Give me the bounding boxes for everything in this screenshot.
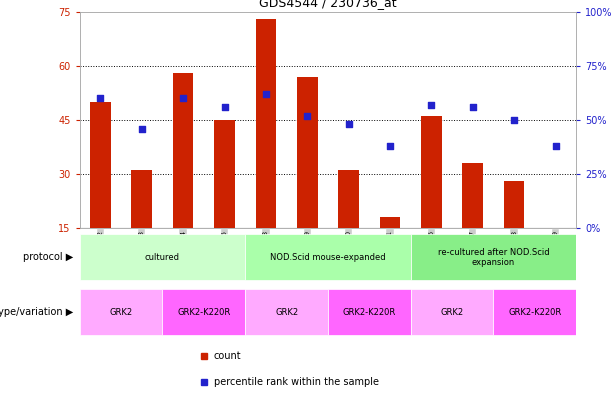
Text: cultured: cultured	[145, 253, 180, 262]
Text: GSM1049711: GSM1049711	[387, 230, 393, 277]
Point	[385, 143, 395, 149]
Text: GRK2: GRK2	[110, 308, 132, 317]
Text: count: count	[214, 351, 242, 361]
Text: GRK2-K220R: GRK2-K220R	[343, 308, 396, 317]
Bar	[162, 289, 245, 335]
Text: GRK2: GRK2	[441, 308, 463, 317]
Point	[550, 143, 560, 149]
Point	[509, 117, 519, 123]
Text: GSM1049719: GSM1049719	[552, 230, 558, 277]
Bar	[411, 289, 493, 335]
Bar	[214, 120, 235, 228]
Bar	[245, 289, 328, 335]
Text: NOD.Scid mouse-expanded: NOD.Scid mouse-expanded	[270, 253, 386, 262]
Text: GRK2-K220R: GRK2-K220R	[177, 308, 230, 317]
Bar	[90, 102, 111, 228]
Text: GRK2-K220R: GRK2-K220R	[508, 308, 562, 317]
Bar	[462, 163, 483, 228]
Text: GSM1049718: GSM1049718	[511, 230, 517, 277]
Bar	[338, 170, 359, 228]
Text: GSM1049708: GSM1049708	[263, 230, 269, 277]
Text: genotype/variation ▶: genotype/variation ▶	[0, 307, 74, 318]
Point	[219, 104, 229, 110]
Text: re-cultured after NOD.Scid
expansion: re-cultured after NOD.Scid expansion	[438, 248, 549, 267]
Point	[344, 121, 354, 127]
Text: percentile rank within the sample: percentile rank within the sample	[214, 377, 379, 387]
Text: GRK2: GRK2	[275, 308, 298, 317]
Bar	[493, 289, 576, 335]
Text: GSM1049716: GSM1049716	[428, 230, 435, 277]
Bar	[411, 234, 576, 281]
Point	[427, 101, 436, 108]
Title: GDS4544 / 230736_at: GDS4544 / 230736_at	[259, 0, 397, 9]
Bar	[256, 19, 276, 228]
Text: GSM1049710: GSM1049710	[346, 230, 352, 277]
Point	[96, 95, 105, 101]
Text: GSM1049709: GSM1049709	[304, 230, 310, 277]
Bar	[245, 234, 411, 281]
Point	[261, 91, 271, 97]
Bar	[421, 116, 442, 228]
Bar	[297, 77, 318, 228]
Point	[468, 104, 478, 110]
Bar	[80, 234, 245, 281]
Bar	[379, 217, 400, 228]
Bar	[328, 289, 411, 335]
Point	[302, 112, 312, 119]
Text: GSM1049713: GSM1049713	[139, 230, 145, 277]
Point	[137, 125, 147, 132]
Bar	[131, 170, 152, 228]
Point	[178, 95, 188, 101]
Text: GSM1049714: GSM1049714	[180, 230, 186, 277]
Bar	[173, 73, 194, 228]
Text: GSM1049715: GSM1049715	[221, 230, 227, 277]
Text: protocol ▶: protocol ▶	[23, 252, 74, 263]
Bar	[80, 289, 162, 335]
Bar	[504, 181, 525, 228]
Text: GSM1049717: GSM1049717	[470, 230, 476, 277]
Text: GSM1049712: GSM1049712	[97, 230, 104, 277]
